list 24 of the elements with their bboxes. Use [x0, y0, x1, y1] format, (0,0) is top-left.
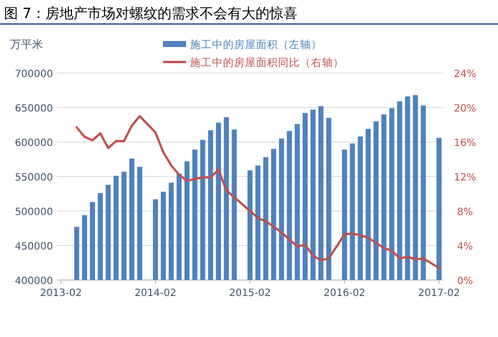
legend-label: 施工中的房屋面积（左轴）	[190, 38, 322, 51]
x-tick-label: 2016-02	[324, 288, 366, 299]
x-tick-label: 2013-02	[40, 288, 82, 299]
x-tick-label: 2015-02	[229, 288, 271, 299]
line-series	[76, 115, 440, 270]
y-tick-label: 700000	[14, 69, 53, 80]
y-tick-label: 400000	[14, 276, 53, 287]
y-tick-label: 450000	[14, 242, 53, 252]
y2-tick-label: 8%	[457, 207, 473, 218]
y2-tick-label: 0%	[457, 276, 473, 287]
y-tick-label: 650000	[14, 104, 53, 114]
y2-tick-label: 20%	[454, 104, 476, 114]
y2-tick-label: 4%	[457, 242, 473, 252]
chart-title: 图 7：房地产市场对螺纹的需求不会有大的惊喜	[4, 6, 298, 22]
y-tick-label: 550000	[14, 172, 53, 184]
y2-tick-label: 12%	[454, 172, 476, 184]
x-tick-label: 2017-02	[418, 288, 460, 299]
y-tick-label: 600000	[14, 138, 53, 149]
y-tick-label: 500000	[14, 207, 53, 218]
y2-tick-label: 24%	[454, 69, 476, 80]
legend-label: 施工中的房屋面积同比（右轴）	[190, 56, 344, 69]
x-tick-label: 2014-02	[134, 288, 176, 299]
y-axis-title: 万平米	[10, 38, 43, 51]
y2-tick-label: 16%	[454, 138, 476, 149]
